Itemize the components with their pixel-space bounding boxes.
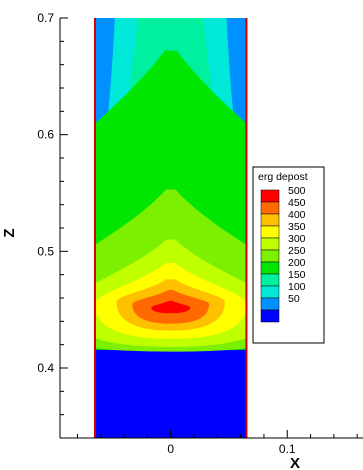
legend-label-500: 500 [288,185,306,197]
domain-boundary [93,18,248,438]
legend-label-350: 350 [288,221,306,233]
legend-swatch-500 [260,189,280,203]
axes: 0.4 0.5 0.6 0.7 0 0.1 [37,11,363,456]
legend-swatch-350 [260,225,280,239]
legend-label-450: 450 [288,197,306,209]
legend-label-150: 150 [288,269,306,281]
legend-label-200: 200 [288,257,306,269]
legend-swatch-150 [260,273,280,287]
y-tick-label: 0.5 [37,244,54,258]
y-axis-title: Z [1,228,18,237]
legend-swatch-50 [260,297,280,311]
legend-swatch-300 [260,237,280,251]
legend-label-100: 100 [288,281,306,293]
x-axis-title: X [290,455,300,470]
legend-label-50: 50 [288,293,300,305]
legend-swatch-base [260,309,280,323]
legend-swatch-200 [260,261,280,275]
legend-swatch-100 [260,285,280,299]
contour-band-500 [151,300,191,314]
legend-title: erg depost [258,171,308,183]
legend-label-400: 400 [288,209,306,221]
legend-label-250: 250 [288,245,306,257]
x-tick-label: 0 [167,442,174,456]
y-tick-label: 0.7 [37,11,54,25]
legend-swatch-450 [260,201,280,215]
legend-swatch-400 [260,213,280,227]
y-tick-label: 0.4 [37,361,54,375]
contour-fill-layer [94,18,247,438]
x-tick-label: 0.1 [279,442,296,456]
y-tick-label: 0.6 [37,128,54,142]
legend-swatch-250 [260,249,280,263]
legend-label-300: 300 [288,233,306,245]
